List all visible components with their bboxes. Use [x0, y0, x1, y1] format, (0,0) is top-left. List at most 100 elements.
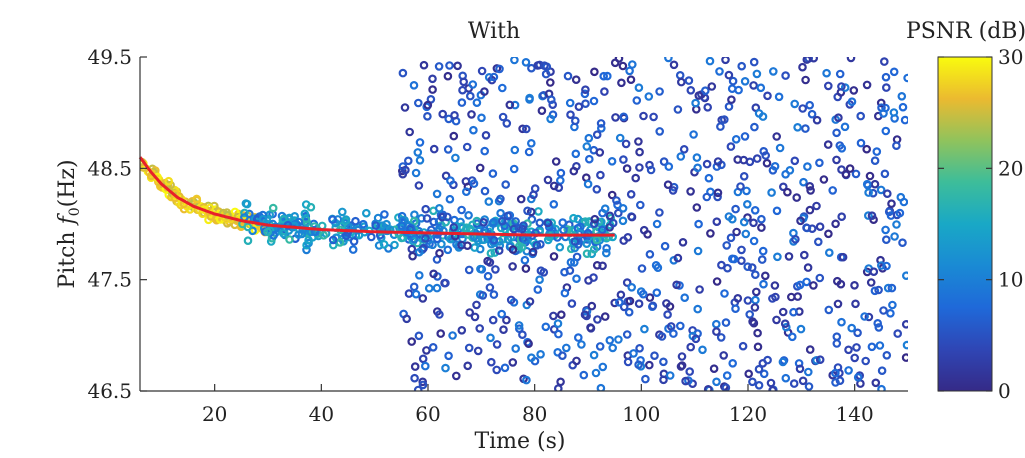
data-point [749, 218, 758, 228]
data-point [499, 325, 508, 335]
data-point [449, 223, 459, 232]
data-point [881, 72, 891, 82]
data-point [659, 157, 669, 166]
data-point [560, 288, 570, 298]
data-point [511, 217, 520, 226]
data-point [596, 383, 606, 391]
data-point [405, 127, 415, 137]
data-point [757, 214, 766, 224]
data-point [623, 357, 633, 367]
data-point [721, 383, 731, 391]
data-point [465, 91, 475, 101]
y-axis-title-subscript: 0 [67, 207, 83, 216]
data-point [824, 305, 834, 315]
data-point [837, 165, 846, 174]
data-point [898, 102, 908, 112]
data-point [837, 212, 847, 222]
data-point [434, 204, 444, 213]
data-point [626, 75, 636, 85]
data-point [743, 262, 753, 272]
data-point [429, 144, 439, 154]
data-point [844, 366, 853, 375]
data-point [634, 137, 643, 146]
data-point [634, 299, 644, 309]
data-point [164, 176, 174, 186]
data-point [625, 296, 635, 306]
data-point [527, 215, 537, 224]
data-point [742, 186, 751, 196]
data-point [580, 217, 590, 226]
data-point [304, 238, 313, 248]
data-point [685, 367, 695, 376]
data-point [543, 218, 553, 228]
data-point [832, 332, 842, 342]
data-point [676, 152, 686, 161]
data-point [793, 123, 802, 132]
data-point [679, 145, 689, 154]
data-point [899, 197, 908, 207]
data-point [795, 364, 805, 374]
data-point [799, 177, 808, 187]
data-point [601, 248, 611, 258]
data-point [435, 310, 444, 319]
data-point [823, 81, 833, 91]
data-point [619, 112, 629, 122]
data-point [410, 373, 419, 383]
data-point [465, 224, 475, 234]
data-point [713, 157, 723, 166]
data-point [415, 156, 425, 165]
data-point [740, 77, 750, 86]
data-point [890, 232, 899, 241]
data-point [500, 363, 510, 373]
data-point [420, 361, 430, 371]
data-point [443, 245, 453, 255]
data-point [586, 323, 595, 332]
data-point [635, 343, 644, 353]
data-point [834, 113, 843, 123]
data-point [705, 57, 715, 66]
data-point [563, 71, 573, 81]
data-point [815, 222, 825, 232]
data-point [615, 133, 625, 143]
data-point [508, 358, 518, 367]
data-point [565, 98, 575, 108]
data-point [694, 219, 703, 229]
data-point [770, 162, 780, 171]
data-point [527, 353, 536, 363]
data-point [605, 335, 615, 345]
data-point [629, 349, 638, 358]
data-point [869, 215, 878, 225]
data-point [744, 369, 754, 379]
data-point [497, 309, 507, 319]
data-point [614, 297, 624, 307]
data-point [870, 179, 880, 189]
data-point [577, 340, 586, 349]
data-point [549, 324, 559, 334]
data-point [409, 216, 419, 226]
data-point [673, 253, 683, 263]
data-point [435, 248, 444, 258]
data-point [695, 285, 704, 294]
data-point [541, 69, 551, 79]
data-point [443, 145, 453, 154]
data-point [496, 208, 505, 218]
data-point [901, 353, 908, 362]
data-point [341, 215, 351, 224]
data-point [492, 340, 502, 349]
data-point [873, 318, 883, 328]
data-point [335, 238, 345, 247]
data-point [745, 310, 755, 319]
data-point [874, 285, 883, 295]
data-point [681, 376, 690, 386]
data-point [349, 237, 359, 246]
data-point [599, 71, 609, 81]
data-point [524, 339, 533, 349]
data-point [886, 308, 895, 318]
x-tick-label: 140 [836, 402, 874, 426]
data-point [733, 293, 743, 303]
data-point [724, 70, 734, 80]
data-point [337, 207, 347, 217]
data-point [489, 217, 498, 227]
data-point [652, 219, 662, 229]
data-point [398, 68, 408, 78]
